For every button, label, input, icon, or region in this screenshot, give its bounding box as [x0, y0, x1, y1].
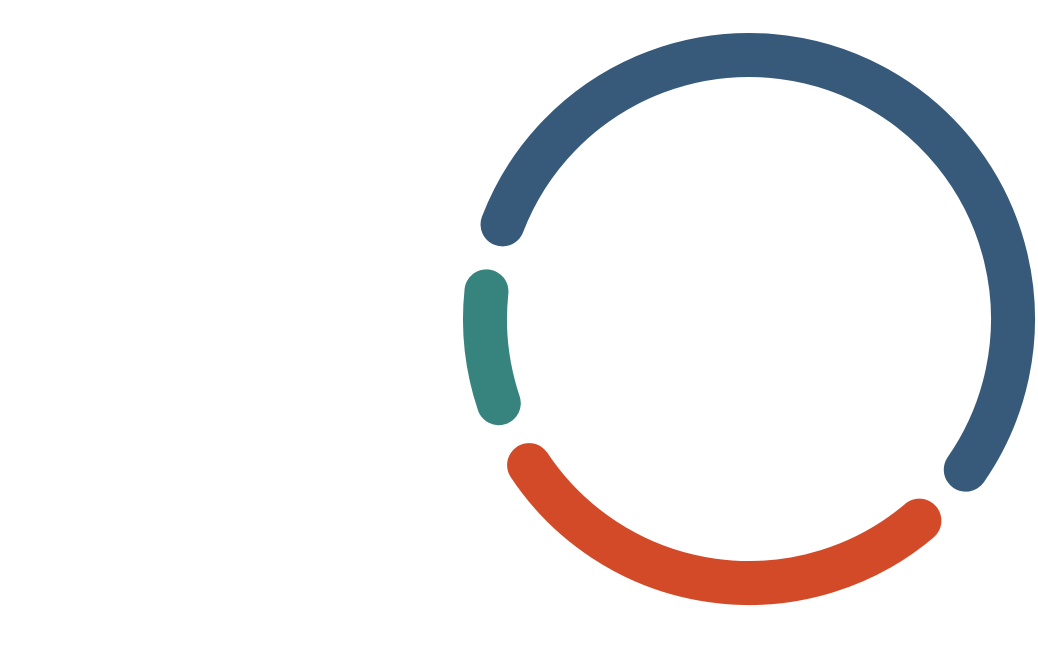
donut-segment	[507, 443, 942, 605]
donut-segment	[463, 269, 521, 426]
donut-segment	[480, 33, 1035, 492]
